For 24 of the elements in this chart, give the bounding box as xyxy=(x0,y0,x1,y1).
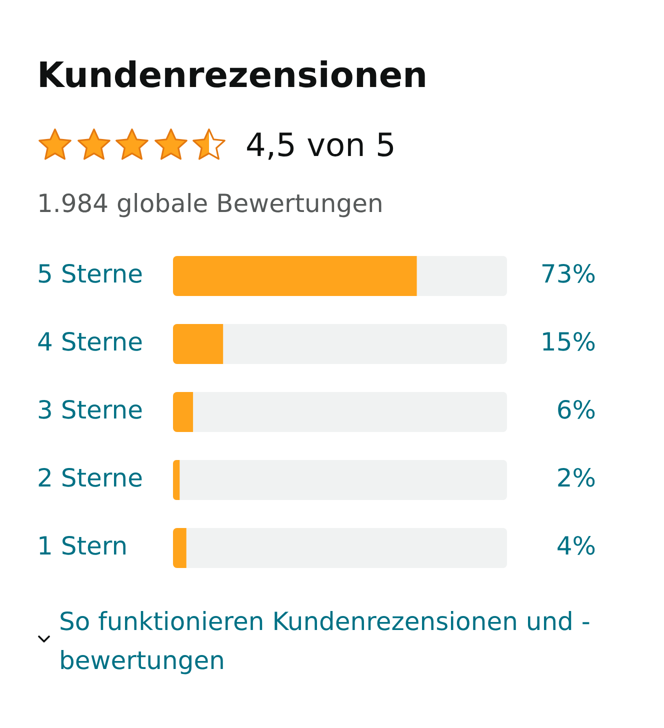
bar xyxy=(173,528,186,568)
y-tick-label: 1 Stern xyxy=(37,532,128,560)
data-label: 6% xyxy=(556,396,596,424)
y-tick-label: 5 Sterne xyxy=(37,260,143,288)
text: So funktionieren Kundenrezensionen und -bewertungen xyxy=(59,606,592,677)
bar xyxy=(223,324,507,364)
bar xyxy=(186,528,507,568)
bar xyxy=(173,256,417,296)
y-tick-label: 2 Sterne xyxy=(37,464,143,492)
bar xyxy=(173,460,180,500)
data-label: 73% xyxy=(540,260,596,288)
chart-title: Kundenrezensionen xyxy=(37,56,428,96)
data-label: 15% xyxy=(540,328,596,356)
bar xyxy=(173,324,224,364)
bar xyxy=(193,392,507,432)
data-label: 4% xyxy=(556,532,596,560)
bar xyxy=(180,460,507,500)
chart-subtitle: 4,5 von 5 xyxy=(246,126,396,164)
bar xyxy=(416,256,507,296)
data-label: 2% xyxy=(556,464,596,492)
y-tick-label: 3 Sterne xyxy=(37,396,143,424)
text: 1.984 globale Bewertungen xyxy=(37,189,384,218)
y-tick-label: 4 Sterne xyxy=(37,328,143,356)
bar xyxy=(173,392,194,432)
